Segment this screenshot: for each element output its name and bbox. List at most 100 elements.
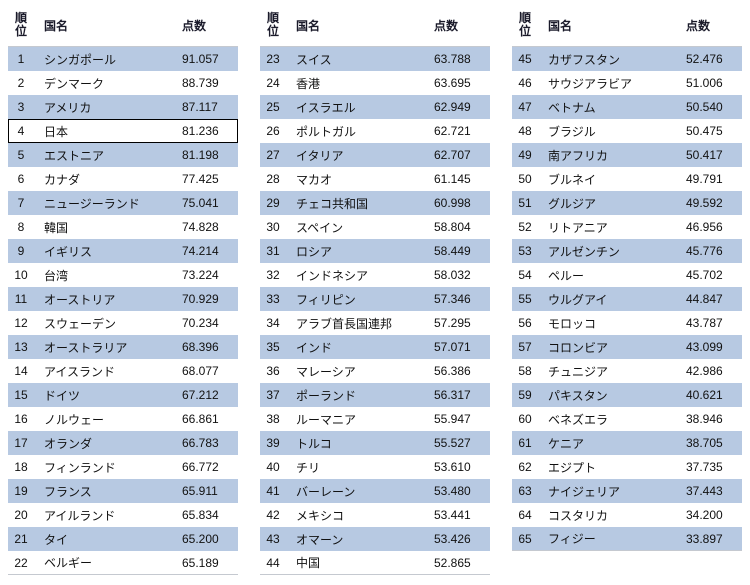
cell-score: 53.441 [434, 503, 490, 527]
cell-country: オーストラリア [34, 335, 182, 359]
cell-score: 45.702 [686, 263, 742, 287]
cell-rank: 35 [260, 335, 286, 359]
column-header: 順位国名点数 [260, 6, 490, 47]
table-row: 59パキスタン40.621 [512, 383, 742, 407]
cell-country: イスラエル [286, 95, 434, 119]
cell-rank: 43 [260, 527, 286, 551]
cell-country: タイ [34, 527, 182, 551]
cell-score: 51.006 [686, 71, 742, 95]
cell-rank: 19 [8, 479, 34, 503]
table-row: 12スウェーデン70.234 [8, 311, 238, 335]
cell-score: 66.772 [182, 455, 238, 479]
cell-rank: 31 [260, 239, 286, 263]
cell-rank: 25 [260, 95, 286, 119]
cell-country: インドネシア [286, 263, 434, 287]
cell-rank: 24 [260, 71, 286, 95]
cell-rank: 38 [260, 407, 286, 431]
column-header: 順位国名点数 [512, 6, 742, 47]
cell-country: カザフスタン [538, 47, 686, 71]
cell-score: 45.776 [686, 239, 742, 263]
cell-country: フランス [34, 479, 182, 503]
table-row: 18フィンランド66.772 [8, 455, 238, 479]
cell-rank: 33 [260, 287, 286, 311]
table-row: 58チュニジア42.986 [512, 359, 742, 383]
cell-rank: 5 [8, 143, 34, 167]
cell-rank: 13 [8, 335, 34, 359]
table-row: 1シンガポール91.057 [8, 47, 238, 71]
cell-score: 81.236 [182, 119, 238, 143]
cell-rank: 10 [8, 263, 34, 287]
table-row: 41バーレーン53.480 [260, 479, 490, 503]
cell-score: 63.695 [434, 71, 490, 95]
cell-country: 韓国 [34, 215, 182, 239]
cell-rank: 2 [8, 71, 34, 95]
cell-score: 57.071 [434, 335, 490, 359]
cell-rank: 4 [8, 119, 34, 143]
cell-score: 37.735 [686, 455, 742, 479]
table-row: 46サウジアラビア51.006 [512, 71, 742, 95]
cell-score: 70.929 [182, 287, 238, 311]
cell-score: 56.317 [434, 383, 490, 407]
cell-country: イタリア [286, 143, 434, 167]
cell-rank: 27 [260, 143, 286, 167]
cell-country: ケニア [538, 431, 686, 455]
cell-score: 57.295 [434, 311, 490, 335]
cell-country: アメリカ [34, 95, 182, 119]
table-row: 57コロンビア43.099 [512, 335, 742, 359]
cell-score: 43.099 [686, 335, 742, 359]
table-row: 60ベネズエラ38.946 [512, 407, 742, 431]
table-row: 6カナダ77.425 [8, 167, 238, 191]
cell-country: インド [286, 335, 434, 359]
cell-country: ウルグアイ [538, 287, 686, 311]
cell-rank: 65 [512, 527, 538, 550]
cell-score: 63.788 [434, 47, 490, 71]
cell-rank: 54 [512, 263, 538, 287]
cell-country: リトアニア [538, 215, 686, 239]
cell-rank: 18 [8, 455, 34, 479]
cell-country: エストニア [34, 143, 182, 167]
cell-score: 56.386 [434, 359, 490, 383]
cell-rank: 22 [8, 551, 34, 574]
header-rank: 順位 [512, 12, 538, 38]
cell-country: エジプト [538, 455, 686, 479]
cell-rank: 61 [512, 431, 538, 455]
cell-score: 74.214 [182, 239, 238, 263]
table-row: 31ロシア58.449 [260, 239, 490, 263]
cell-score: 75.041 [182, 191, 238, 215]
table-row: 48ブラジル50.475 [512, 119, 742, 143]
cell-score: 38.705 [686, 431, 742, 455]
cell-score: 50.475 [686, 119, 742, 143]
cell-score: 43.787 [686, 311, 742, 335]
cell-rank: 59 [512, 383, 538, 407]
cell-country: ルーマニア [286, 407, 434, 431]
cell-country: アイスランド [34, 359, 182, 383]
cell-country: ポーランド [286, 383, 434, 407]
table-row: 25イスラエル62.949 [260, 95, 490, 119]
cell-rank: 41 [260, 479, 286, 503]
cell-rank: 45 [512, 47, 538, 71]
cell-score: 60.998 [434, 191, 490, 215]
table-row: 54ペルー45.702 [512, 263, 742, 287]
cell-rank: 32 [260, 263, 286, 287]
table-row: 20アイルランド65.834 [8, 503, 238, 527]
table-row: 24香港63.695 [260, 71, 490, 95]
table-row: 64コスタリカ34.200 [512, 503, 742, 527]
cell-country: 日本 [34, 119, 182, 143]
table-row: 50ブルネイ49.791 [512, 167, 742, 191]
cell-rank: 49 [512, 143, 538, 167]
cell-rank: 44 [260, 551, 286, 574]
cell-score: 88.739 [182, 71, 238, 95]
table-row: 10台湾73.224 [8, 263, 238, 287]
cell-score: 55.527 [434, 431, 490, 455]
cell-score: 57.346 [434, 287, 490, 311]
table-row: 22ベルギー65.189 [8, 551, 238, 575]
cell-country: バーレーン [286, 479, 434, 503]
table-row: 40チリ53.610 [260, 455, 490, 479]
cell-country: ドイツ [34, 383, 182, 407]
cell-score: 53.480 [434, 479, 490, 503]
cell-country: ロシア [286, 239, 434, 263]
cell-rank: 57 [512, 335, 538, 359]
cell-score: 34.200 [686, 503, 742, 527]
cell-country: コスタリカ [538, 503, 686, 527]
cell-rank: 58 [512, 359, 538, 383]
